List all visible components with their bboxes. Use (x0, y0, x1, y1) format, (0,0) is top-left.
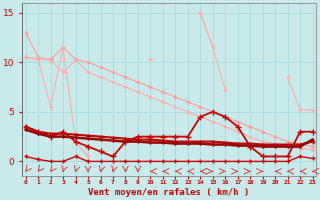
X-axis label: Vent moyen/en rafales ( km/h ): Vent moyen/en rafales ( km/h ) (89, 188, 250, 197)
